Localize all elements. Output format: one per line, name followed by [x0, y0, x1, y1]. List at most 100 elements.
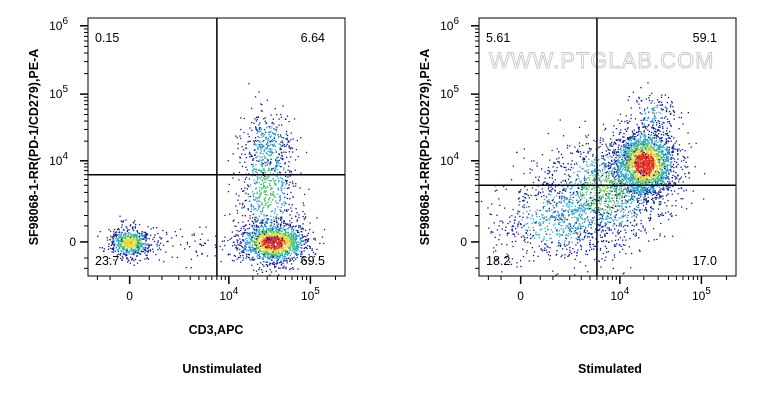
data-point: [269, 148, 271, 150]
data-point: [259, 136, 261, 139]
data-point: [297, 268, 299, 270]
data-point: [249, 215, 251, 217]
data-point: [118, 231, 121, 233]
data-point: [280, 151, 283, 153]
data-point: [661, 173, 663, 175]
data-point: [249, 200, 251, 202]
data-point: [651, 153, 653, 156]
data-point: [621, 141, 623, 143]
data-point: [648, 130, 650, 133]
data-point: [299, 250, 301, 252]
data-point: [273, 243, 275, 245]
data-point: [253, 173, 255, 175]
data-point: [267, 248, 269, 250]
data-point: [608, 193, 610, 195]
data-point: [275, 256, 278, 258]
data-point: [254, 137, 257, 139]
data-point: [253, 209, 255, 211]
data-point: [276, 262, 279, 264]
data-point: [639, 177, 641, 179]
data-point: [663, 171, 666, 173]
data-point: [242, 240, 244, 242]
data-point: [659, 165, 661, 167]
data-point: [138, 246, 140, 248]
data-point: [272, 248, 274, 250]
data-point: [140, 235, 142, 237]
data-point: [135, 245, 137, 247]
data-point: [636, 146, 638, 149]
data-point: [635, 192, 637, 195]
data-point: [267, 243, 269, 245]
data-point: [662, 131, 665, 133]
data-point: [131, 250, 133, 252]
data-point: [136, 255, 138, 257]
data-point: [644, 194, 646, 196]
data-point: [657, 176, 659, 178]
data-point: [276, 128, 278, 130]
data-point: [656, 167, 658, 169]
data-point: [289, 226, 291, 228]
data-point: [292, 235, 295, 238]
data-point: [668, 178, 670, 181]
data-point: [622, 146, 624, 148]
data-point: [278, 218, 280, 220]
data-point: [614, 149, 616, 151]
data-point: [262, 244, 265, 246]
data-point: [243, 190, 245, 192]
data-point: [252, 259, 255, 261]
data-point: [128, 242, 131, 244]
data-point: [251, 107, 253, 110]
data-point: [666, 134, 669, 136]
data-point: [246, 239, 248, 242]
data-point: [635, 187, 638, 189]
data-point: [661, 172, 663, 174]
data-point: [277, 225, 279, 228]
data-point: [654, 154, 656, 156]
data-point: [295, 183, 297, 185]
data-point: [683, 156, 685, 158]
data-point: [278, 195, 281, 198]
data-point: [255, 171, 257, 174]
data-point: [261, 128, 263, 131]
data-point: [279, 147, 281, 149]
data-point: [121, 226, 123, 228]
data-point: [256, 178, 259, 181]
data-point: [276, 172, 279, 174]
data-point: [624, 145, 626, 147]
data-point: [250, 240, 252, 242]
data-point: [276, 235, 279, 237]
data-point: [615, 171, 618, 173]
data-point: [270, 240, 272, 242]
data-point: [632, 170, 634, 172]
data-point: [651, 143, 653, 145]
data-point: [281, 154, 283, 156]
data-point: [275, 129, 277, 131]
data-point: [632, 137, 634, 139]
data-point: [271, 259, 273, 261]
data-point: [298, 227, 300, 229]
data-point: [632, 159, 634, 161]
data-point: [633, 188, 636, 190]
data-point: [261, 207, 264, 209]
data-point: [631, 168, 634, 170]
data-point: [268, 228, 270, 230]
data-point: [284, 230, 286, 232]
data-point: [281, 155, 283, 157]
data-point: [661, 175, 663, 177]
data-point: [668, 135, 670, 137]
data-point: [186, 243, 188, 245]
data-point: [266, 245, 269, 247]
data-point: [256, 197, 258, 200]
data-point: [653, 156, 655, 158]
data-point: [272, 256, 274, 258]
data-point: [610, 165, 612, 167]
data-point: [277, 134, 279, 136]
data-point: [282, 228, 284, 230]
data-point: [147, 249, 150, 251]
data-point: [124, 232, 126, 234]
data-point: [649, 172, 651, 174]
data-point: [137, 246, 139, 248]
data-point: [653, 165, 655, 167]
data-point: [118, 247, 120, 249]
data-point: [636, 165, 638, 168]
